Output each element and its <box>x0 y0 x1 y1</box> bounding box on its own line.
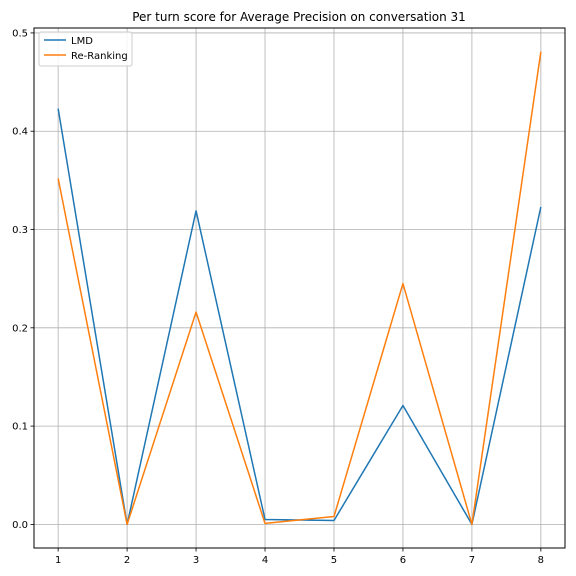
series-group <box>57 51 542 526</box>
x-tick-label: 5 <box>331 555 337 566</box>
grid <box>34 28 565 548</box>
y-tick-label: 0.3 <box>12 225 28 236</box>
ticks: 1 2 3 4 5 6 7 8 0.0 0.1 0.2 0.3 0.4 0.5 <box>12 28 544 566</box>
x-tick-label: 3 <box>193 555 199 566</box>
x-tick-label: 7 <box>469 555 475 566</box>
y-tick-label: 0.1 <box>12 422 28 433</box>
y-tick-label: 0.4 <box>12 127 28 138</box>
y-tick-label: 0.0 <box>12 520 28 531</box>
series-line-re-ranking <box>57 51 542 526</box>
axes-frame <box>33 27 566 549</box>
legend-label-re-ranking: Re-Ranking <box>71 51 128 62</box>
y-tick-label: 0.2 <box>12 323 28 334</box>
legend-label-lmd: LMD <box>71 36 93 47</box>
legend: LMD Re-Ranking <box>38 31 133 67</box>
x-tick-label: 4 <box>262 555 268 566</box>
y-tick-label: 0.5 <box>12 28 28 39</box>
x-tick-label: 1 <box>55 555 61 566</box>
chart-title: Per turn score for Average Precision on … <box>132 10 466 24</box>
x-tick-label: 2 <box>124 555 130 566</box>
x-tick-label: 6 <box>400 555 406 566</box>
x-tick-label: 8 <box>538 555 544 566</box>
